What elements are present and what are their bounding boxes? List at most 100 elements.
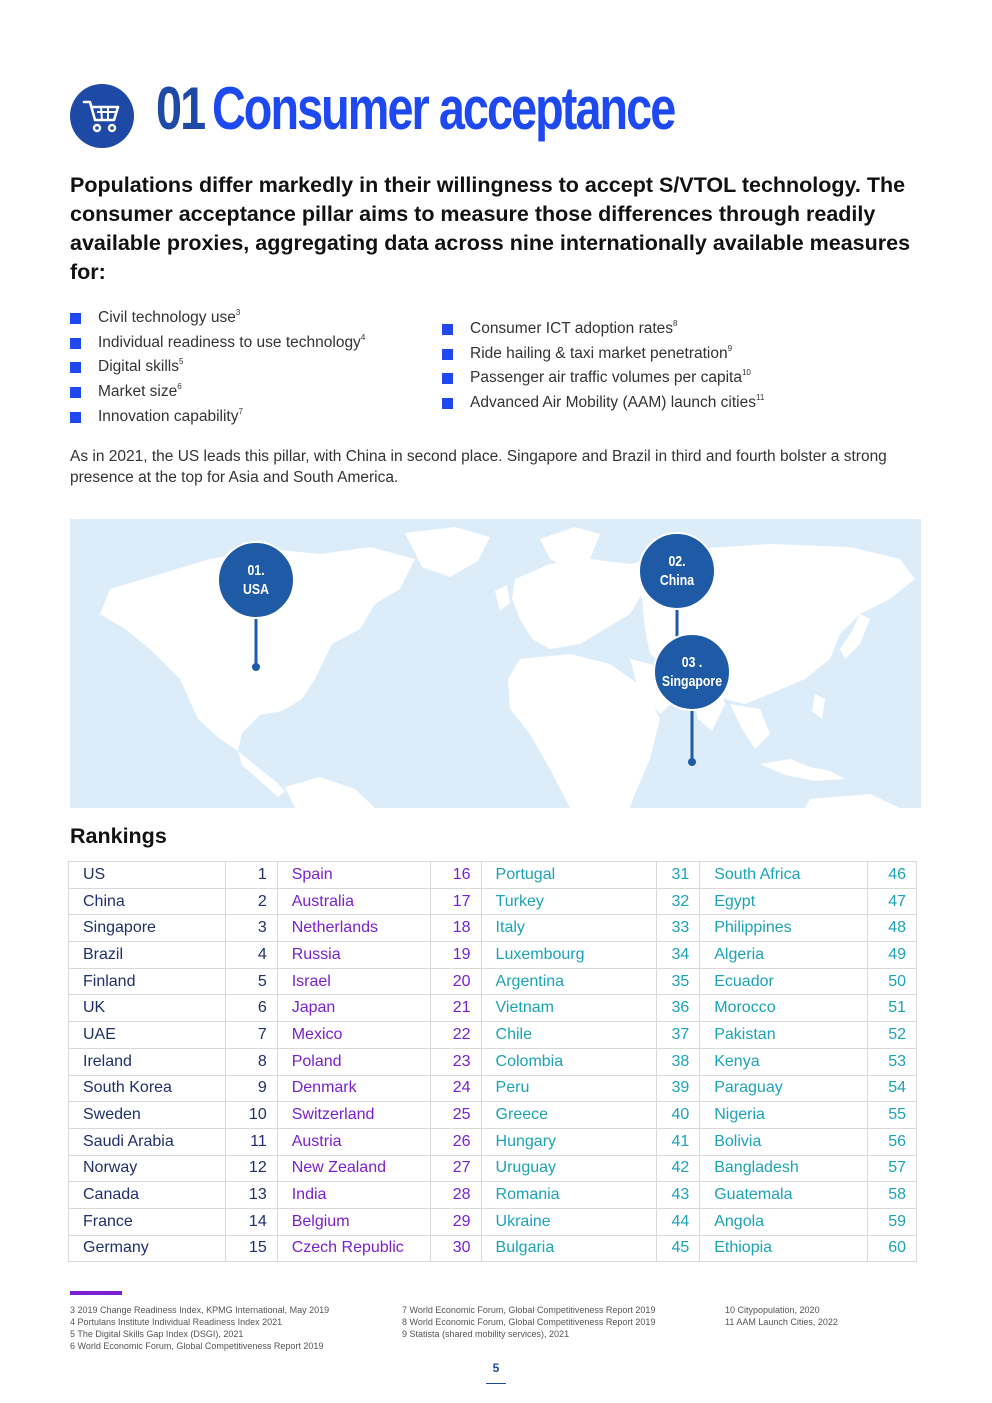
- country-cell: Luxembourg: [480, 941, 658, 969]
- footnote: 4 Portulans Institute Individual Readine…: [70, 1317, 283, 1327]
- country-cell: New Zealand: [276, 1154, 431, 1183]
- footnote-ref: 11: [756, 393, 765, 403]
- measure-label: Market size: [98, 383, 178, 401]
- table-row: Canada 13 India 28 Romania 43 Guatemala 58: [68, 1181, 917, 1209]
- country-cell: Israel: [276, 967, 431, 996]
- rank-cell: 38: [656, 1047, 701, 1076]
- rank-cell: 17: [429, 887, 482, 916]
- country-cell: Bangladesh: [699, 1154, 868, 1183]
- rank-cell: 56: [867, 1127, 917, 1156]
- country-cell: Chile: [480, 1021, 658, 1049]
- page-number-underline: [486, 1383, 506, 1384]
- country-cell: Morocco: [699, 994, 868, 1023]
- bullet-square-icon: [70, 411, 81, 423]
- rank-cell: 33: [656, 914, 701, 943]
- pin-country: China: [659, 572, 695, 589]
- rank-cell: 22: [429, 1021, 482, 1049]
- country-cell: Austria: [276, 1127, 431, 1156]
- bullet-square-icon: [70, 387, 81, 399]
- footnote-ref: 3: [235, 308, 241, 317]
- shopping-cart-icon: [70, 84, 134, 148]
- bullet-square-icon: [70, 362, 81, 374]
- measure-item: Advanced Air Mobility (AAM) launch citie…: [442, 391, 842, 416]
- rank-cell: 41: [656, 1127, 701, 1156]
- page-number: 5: [492, 1361, 500, 1375]
- country-cell: Canada: [68, 1181, 226, 1209]
- country-cell: Peru: [480, 1074, 658, 1103]
- country-cell: Spain: [276, 861, 431, 889]
- pin-rank: 02.: [668, 553, 686, 570]
- rank-cell: 23: [429, 1047, 482, 1076]
- rank-cell: 36: [656, 994, 701, 1023]
- rank-cell: 26: [429, 1127, 482, 1156]
- country-cell: South Korea: [68, 1074, 226, 1103]
- rank-cell: 52: [867, 1021, 917, 1049]
- country-cell: Russia: [276, 941, 431, 969]
- footnote: 3 2019 Change Readiness Index, KPMG Inte…: [70, 1305, 330, 1315]
- country-cell: Pakistan: [699, 1021, 868, 1049]
- rank-cell: 59: [867, 1207, 917, 1236]
- rank-cell: 1: [224, 861, 278, 889]
- measures-list-right: Consumer ICT adoption rates8 Ride hailing…: [442, 317, 842, 416]
- rank-cell: 15: [224, 1234, 278, 1263]
- rank-cell: 43: [656, 1181, 701, 1209]
- rank-cell: 4: [224, 941, 278, 969]
- pin-country: Singapore: [661, 673, 723, 690]
- rank-cell: 7: [224, 1021, 278, 1049]
- footnote-ref: 6: [177, 382, 182, 392]
- country-cell: Brazil: [68, 941, 226, 969]
- map-pin-singapore: 03 . Singapore: [653, 633, 731, 711]
- rank-cell: 50: [867, 967, 917, 996]
- map-pin-lines: [252, 609, 696, 766]
- country-cell: Algeria: [699, 941, 868, 969]
- country-cell: Paraguay: [699, 1074, 868, 1103]
- footnote: 11 AAM Launch Cities, 2022: [725, 1317, 838, 1327]
- table-row: US 1 Spain 16 Portugal 31 South Africa 46: [68, 861, 917, 889]
- map-pin-china: 02. China: [638, 532, 716, 610]
- country-cell: Denmark: [276, 1074, 431, 1103]
- country-cell: Finland: [68, 967, 226, 996]
- intro-paragraph: Populations differ markedly in their wil…: [70, 173, 911, 284]
- country-cell: Bulgaria: [480, 1234, 658, 1263]
- country-cell: China: [68, 887, 226, 916]
- rank-cell: 57: [867, 1154, 917, 1183]
- table-row: UAE 7 Mexico 22 Chile 37 Pakistan 52: [68, 1021, 917, 1049]
- rank-cell: 58: [867, 1181, 917, 1209]
- footnotes-col-2: 7 World Economic Forum, Global Competiti…: [402, 1304, 655, 1340]
- table-row: South Korea 9 Denmark 24 Peru 39 Paraguay 54: [68, 1074, 917, 1103]
- table-row: France 14 Belgium 29 Ukraine 44 Angola 59: [68, 1207, 917, 1236]
- footnote-ref: 7: [238, 406, 243, 416]
- table-row: Brazil 4 Russia 19 Luxembourg 34 Algeria 49: [68, 941, 917, 969]
- footnote: 6 World Economic Forum, Global Competiti…: [70, 1341, 324, 1351]
- rank-cell: 8: [224, 1047, 278, 1076]
- rank-cell: 53: [867, 1047, 917, 1076]
- rank-cell: 28: [429, 1181, 482, 1209]
- footnote-ref: 5: [178, 357, 184, 367]
- table-row: UK 6 Japan 21 Vietnam 36 Morocco 51: [68, 994, 917, 1023]
- bullet-square-icon: [442, 373, 453, 385]
- footnote: 8 World Economic Forum, Global Competiti…: [402, 1317, 656, 1327]
- rank-cell: 11: [224, 1127, 278, 1156]
- country-cell: Egypt: [699, 887, 868, 916]
- country-cell: Greece: [480, 1101, 658, 1129]
- rank-cell: 21: [429, 994, 482, 1023]
- bullet-square-icon: [442, 324, 453, 335]
- measure-label: Advanced Air Mobility (AAM) launch citie…: [470, 394, 757, 412]
- rank-cell: 55: [867, 1101, 917, 1129]
- country-cell: South Africa: [699, 861, 868, 889]
- country-cell: Japan: [276, 994, 431, 1023]
- country-cell: Kenya: [699, 1047, 868, 1076]
- rank-cell: 29: [429, 1207, 482, 1236]
- measure-item: Ride hailing & taxi market penetration9: [442, 342, 842, 367]
- table-row: Germany 15 Czech Republic 30 Bulgaria 45 Ethio…: [68, 1234, 917, 1263]
- country-cell: Portugal: [480, 861, 658, 889]
- map-pin-usa: 01. USA: [217, 541, 295, 619]
- country-cell: UK: [68, 994, 226, 1023]
- measure-item: Innovation capability7: [70, 405, 430, 430]
- country-cell: Uruguay: [480, 1154, 658, 1183]
- rank-cell: 51: [867, 994, 917, 1023]
- country-cell: Switzerland: [276, 1101, 431, 1129]
- table-row: Norway 12 New Zealand 27 Uruguay 42 Bangladesh…: [68, 1154, 917, 1183]
- measure-item: Passenger air traffic volumes per capita…: [442, 366, 842, 391]
- rank-cell: 5: [224, 967, 278, 996]
